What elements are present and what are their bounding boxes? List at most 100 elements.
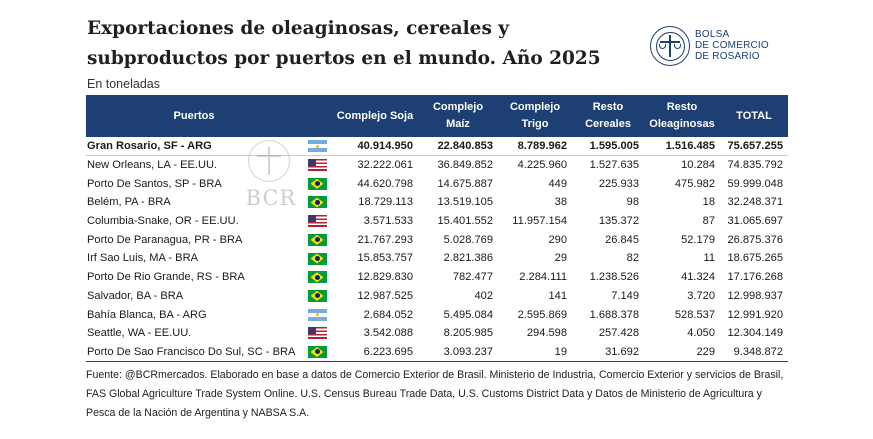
table-row: Gran Rosario, SF - ARG 40.914.950 22.840.8… [86, 137, 788, 156]
value-total: 12.304.149 [727, 327, 783, 340]
exports-table: Puertos Complejo Soja Complejo Maíz Comp… [86, 95, 788, 361]
value-oleaginosas: 87 [702, 215, 715, 228]
value-cereales: 1.527.635 [589, 159, 639, 172]
value-cereales: 257.428 [598, 327, 639, 340]
value-trigo: 294.598 [526, 327, 567, 340]
value-trigo: 290 [548, 233, 567, 246]
value-soja: 21.767.293 [357, 233, 413, 246]
value-soja: 3.571.533 [363, 215, 413, 228]
port-name: Columbia-Snake, OR - EE.UU. [87, 215, 239, 228]
logo-line-2: DE COMERCIO [695, 40, 769, 51]
value-maiz: 5.028.769 [443, 233, 493, 246]
value-trigo: 38 [554, 196, 567, 209]
value-cereales: 1.595.005 [589, 140, 639, 153]
logo-line-3: DE ROSARIO [695, 51, 760, 62]
table-header-row: Puertos Complejo Soja Complejo Maíz Comp… [86, 95, 788, 137]
flag-cell [302, 305, 332, 324]
usa-flag-icon [307, 327, 327, 340]
column-header-maiz: Complejo Maíz [432, 101, 484, 130]
logo-line-1: BOLSA [695, 29, 730, 40]
value-total: 26.875.376 [727, 233, 783, 246]
value-maiz: 8.205.985 [443, 327, 493, 340]
value-maiz: 36.849.852 [437, 159, 493, 172]
argentina-flag-icon [307, 308, 327, 321]
page-title: Exportaciones de oleaginosas, cereales y… [87, 18, 601, 69]
table-row: Irf Sao Luis, MA - BRA 15.853.757 2.821.38… [86, 249, 788, 268]
value-oleaginosas: 1.516.485 [665, 140, 715, 153]
table-body: Gran Rosario, SF - ARG 40.914.950 22.840.8… [86, 137, 788, 361]
column-header-ports: Puertos [173, 109, 215, 122]
value-soja: 2.684.052 [363, 308, 413, 321]
flag-cell [302, 193, 332, 212]
port-name: Gran Rosario, SF - ARG [87, 140, 212, 153]
value-cereales: 1.238.526 [589, 271, 639, 284]
value-cereales: 7.149 [611, 289, 639, 302]
value-maiz: 402 [474, 289, 493, 302]
argentina-flag-icon [307, 140, 327, 153]
flag-cell [302, 174, 332, 193]
value-total: 9.348.872 [733, 345, 783, 358]
value-total: 12.998.937 [727, 289, 783, 302]
port-name: Porto De Rio Grande, RS - BRA [87, 271, 245, 284]
value-cereales: 26.845 [605, 233, 639, 246]
column-header-oleaginosas: Resto Oleaginosas [649, 101, 715, 130]
value-trigo: 2.284.111 [519, 271, 567, 284]
value-trigo: 449 [548, 177, 567, 190]
value-total: 74.835.792 [727, 159, 783, 172]
bcr-logo-text: BOLSA DE COMERCIO DE ROSARIO [695, 29, 769, 62]
table-row: New Orleans, LA - EE.UU. 32.222.061 36.849… [86, 156, 788, 175]
bcr-seal-icon [650, 26, 690, 66]
value-total: 12.991.920 [727, 308, 783, 321]
value-trigo: 11.957.154 [512, 215, 567, 228]
value-oleaginosas: 10.284 [681, 159, 715, 172]
brazil-flag-icon [307, 233, 327, 246]
column-header-total: TOTAL [736, 109, 772, 122]
port-name: New Orleans, LA - EE.UU. [87, 159, 218, 172]
column-header-trigo: Complejo Trigo [509, 101, 561, 130]
value-total: 75.657.255 [727, 140, 783, 153]
table-row: Porto De Sao Francisco Do Sul, SC - BRA 6… [86, 343, 788, 362]
value-total: 31.065.697 [727, 215, 783, 228]
value-soja: 12.987.525 [357, 289, 413, 302]
value-cereales: 82 [626, 252, 639, 265]
flag-cell [302, 212, 332, 231]
table-row: Porto De Paranagua, PR - BRA 21.767.293 5.… [86, 230, 788, 249]
flag-cell [302, 249, 332, 268]
brazil-flag-icon [307, 345, 327, 358]
port-name: Belém, PA - BRA [87, 196, 171, 209]
value-oleaginosas: 3.720 [687, 289, 715, 302]
value-maiz: 3.093.237 [443, 345, 493, 358]
value-trigo: 2.595.869 [517, 308, 567, 321]
brazil-flag-icon [307, 289, 327, 302]
port-name: Bahía Blanca, BA - ARG [87, 308, 207, 321]
port-name: Seattle, WA - EE.UU. [87, 327, 192, 340]
usa-flag-icon [307, 159, 327, 172]
port-name: Porto De Sao Francisco Do Sul, SC - BRA [87, 345, 296, 358]
flag-cell [302, 324, 332, 343]
flag-cell [302, 287, 332, 306]
value-soja: 44.620.798 [357, 177, 413, 190]
flag-cell [302, 230, 332, 249]
value-total: 18.675.265 [727, 252, 783, 265]
table-row: Porto De Rio Grande, RS - BRA 12.829.830 7… [86, 268, 788, 287]
value-soja: 18.729.113 [358, 196, 413, 209]
value-maiz: 13.519.105 [437, 196, 493, 209]
value-trigo: 141 [548, 289, 567, 302]
column-header-cereales: Resto Cereales [585, 101, 631, 130]
flag-cell [302, 156, 332, 175]
value-oleaginosas: 41.324 [681, 271, 715, 284]
watermark-text: BCR [245, 186, 297, 210]
table-row: Seattle, WA - EE.UU. 3.542.088 8.205.985 29… [86, 324, 788, 343]
value-soja: 15.853.757 [357, 252, 413, 265]
value-oleaginosas: 18 [702, 196, 715, 209]
value-cereales: 98 [626, 196, 639, 209]
value-cereales: 135.372 [598, 215, 639, 228]
watermark-seal-icon [248, 140, 290, 182]
port-name: Irf Sao Luis, MA - BRA [87, 252, 198, 265]
value-total: 32.248.371 [727, 196, 783, 209]
table-row: Porto De Santos, SP - BRA 44.620.798 14.67… [86, 174, 788, 193]
value-oleaginosas: 11 [703, 252, 715, 265]
usa-flag-icon [307, 215, 327, 228]
value-maiz: 5.495.084 [443, 308, 493, 321]
value-trigo: 29 [554, 252, 567, 265]
